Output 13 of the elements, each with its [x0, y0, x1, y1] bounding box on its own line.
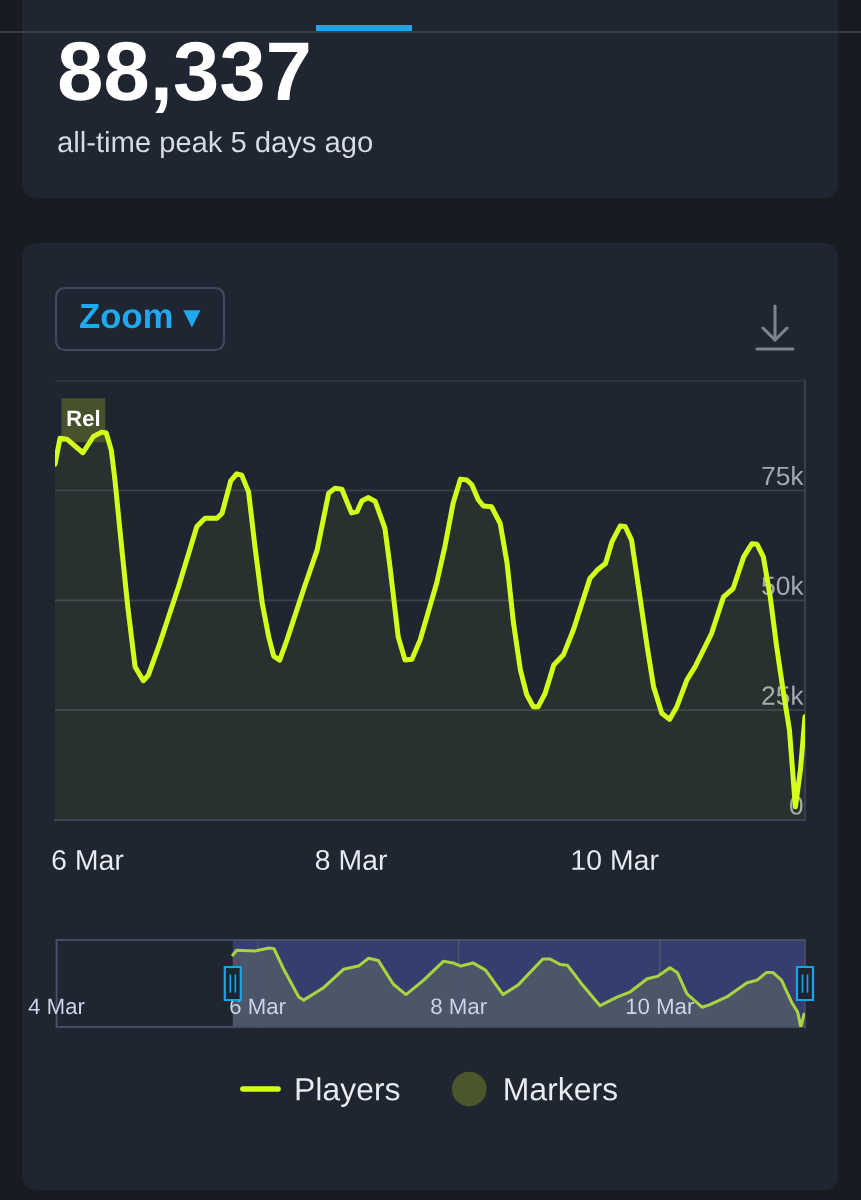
- x-tick-label: 10 Mar: [626, 998, 694, 1015]
- legend-label: Markers: [505, 1077, 617, 1101]
- text: all-time peak 5 days ago: [58, 130, 373, 159]
- text: 88,337: [59, 41, 309, 113]
- x-tick-label: 6 Mar: [52, 849, 124, 871]
- x-tick-label: 10 Mar: [572, 849, 659, 871]
- legend-label: Players: [296, 1077, 400, 1107]
- y-tick-label: 75k: [762, 465, 804, 486]
- x-tick-label: 8 Mar: [315, 849, 387, 871]
- text: Zoom ▾: [80, 304, 201, 329]
- annotation: Rel: [67, 409, 100, 427]
- x-tick-label: 4 Mar: [28, 998, 85, 1015]
- x-tick-label: 8 Mar: [431, 998, 487, 1015]
